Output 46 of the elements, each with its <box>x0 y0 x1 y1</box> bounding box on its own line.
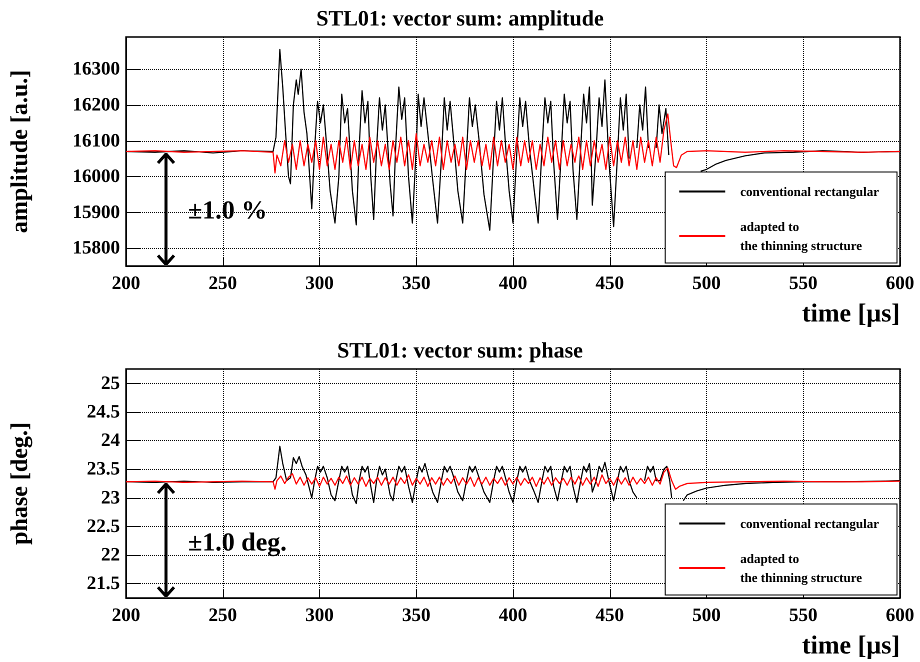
y-tick-label: 24 <box>101 430 120 452</box>
x-axis-title: time [µs] <box>802 630 900 660</box>
chart-title: STL01: vector sum: amplitude <box>316 6 604 30</box>
x-tick-label: 200 <box>112 605 140 626</box>
y-axis-title: amplitude [a.u.] <box>7 70 33 234</box>
x-tick-label: 400 <box>498 605 528 626</box>
x-tick-label: 450 <box>596 273 624 294</box>
x-tick-label: 300 <box>305 605 334 626</box>
y-tick-label: 16000 <box>72 166 120 188</box>
annotation: ±1.0 deg. <box>188 528 287 556</box>
y-tick-label: 25 <box>101 372 120 394</box>
x-tick-label: 250 <box>208 273 237 294</box>
y-tick-label: 16300 <box>72 58 120 80</box>
x-tick-label: 300 <box>305 273 334 294</box>
legend-label: adapted to the thinning structure <box>740 219 862 253</box>
y-tick-label: 23 <box>101 487 120 508</box>
x-tick-label: 550 <box>789 273 818 294</box>
x-tick-label: 350 <box>402 605 430 626</box>
y-tick-label: 24.5 <box>86 401 120 422</box>
x-tick-label: 200 <box>112 273 140 294</box>
y-tick-label: 23.5 <box>86 458 120 480</box>
x-tick-label: 350 <box>402 273 430 294</box>
chart-title: STL01: vector sum: phase <box>337 338 584 362</box>
line-series <box>125 113 901 174</box>
y-tick-label: 16100 <box>72 130 120 152</box>
x-tick-label: 250 <box>208 605 237 626</box>
y-tick-label: 21.5 <box>86 573 120 594</box>
x-tick-label: 500 <box>692 605 721 626</box>
legend-label: conventional rectangular <box>740 184 880 199</box>
y-tick-label: 15800 <box>72 238 120 259</box>
x-tick-label: 500 <box>692 273 721 294</box>
legend-label: adapted to the thinning structure <box>740 551 862 585</box>
y-tick-label: 15900 <box>72 202 120 223</box>
x-axis-title: time [µs] <box>802 298 900 328</box>
x-tick-label: 600 <box>886 273 914 294</box>
x-tick-label: 400 <box>498 273 528 294</box>
y-tick-label: 22.5 <box>86 516 120 537</box>
x-tick-label: 600 <box>886 605 914 626</box>
annotation: ±1.0 % <box>188 196 268 224</box>
x-tick-label: 550 <box>789 605 818 626</box>
y-tick-label: 16200 <box>72 94 120 116</box>
y-axis-title: phase [deg.] <box>7 422 33 545</box>
legend-label: conventional rectangular <box>740 516 880 531</box>
y-tick-label: 22 <box>101 544 120 566</box>
line-series <box>125 467 901 490</box>
x-tick-label: 450 <box>596 605 624 626</box>
